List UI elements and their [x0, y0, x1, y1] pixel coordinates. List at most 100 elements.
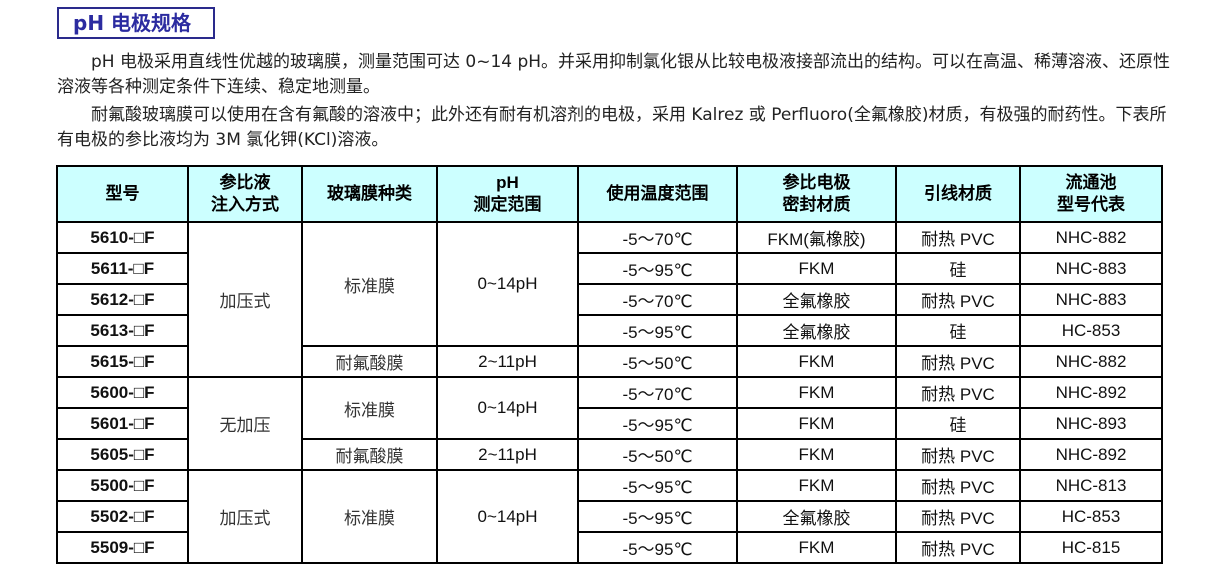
column-header-text: 注入方式: [211, 195, 279, 214]
ph-range-cell: 0~14pH: [436, 376, 579, 440]
seal-material-cell: FKM: [736, 376, 897, 409]
seal-material-cell: FKM: [736, 531, 897, 564]
temperature-range-cell: -5～70℃: [577, 376, 738, 409]
seal-material-cell: 全氟橡胶: [736, 283, 897, 316]
temperature-range-cell: -5～95℃: [577, 252, 738, 285]
table-row: 5601-□F -5～95℃ FKM 硅 NHC-893: [56, 407, 1163, 440]
section-title: pH 电极规格: [57, 7, 215, 39]
lead-material-cell: 耐热 PVC: [895, 500, 1021, 533]
column-header-text: 型号代表: [1057, 195, 1125, 214]
lead-material-cell: 耐热 PVC: [895, 283, 1021, 316]
model-cell: 5612-□F: [56, 283, 189, 316]
column-header-text: 型号: [105, 184, 140, 203]
model-cell: 5502-□F: [56, 500, 189, 533]
flow-cell-model-cell: HC-853: [1019, 314, 1163, 347]
intro-paragraph-1: pH 电极采用直线性优越的玻璃膜，测量范围可达 0~14 pH。并采用抑制氯化银…: [57, 52, 1171, 97]
column-header-text: 参比液: [219, 173, 271, 192]
ph-range-cell: 2~11pH: [436, 345, 579, 378]
membrane-type-cell: 标准膜: [301, 376, 438, 440]
ph-range-cell: 0~14pH: [436, 469, 579, 564]
lead-material-cell: 硅: [895, 407, 1021, 440]
column-header-text: 玻璃膜种类: [327, 184, 412, 203]
table-header-row: 型号 参比液 注入方式 玻璃膜种类 pH 测定范围 使用温度范围 参比电极 密封材质 引线材质 流通…: [56, 165, 1163, 223]
seal-material-cell: FKM: [736, 438, 897, 471]
column-header-text: 流通池: [1065, 173, 1117, 192]
seal-material-cell: FKM(氟橡胶): [736, 221, 897, 254]
temperature-range-cell: -5～95℃: [577, 314, 738, 347]
model-cell: 5615-□F: [56, 345, 189, 378]
intro-paragraph-2: 耐氟酸玻璃膜可以使用在含有氟酸的溶液中；此外还有耐有机溶剂的电极，采用 Kalr…: [57, 105, 1167, 150]
column-header: 参比液 注入方式: [187, 165, 303, 223]
membrane-type-cell: 耐氟酸膜: [301, 345, 438, 378]
model-cell: 5601-□F: [56, 407, 189, 440]
seal-material-cell: 全氟橡胶: [736, 314, 897, 347]
lead-material-cell: 硅: [895, 314, 1021, 347]
model-cell: 5605-□F: [56, 438, 189, 471]
column-header: 参比电极 密封材质: [736, 165, 897, 223]
flow-cell-model-cell: NHC-813: [1019, 469, 1163, 502]
injection-method-cell: 加压式: [187, 469, 303, 564]
membrane-type-cell: 标准膜: [301, 221, 438, 347]
flow-cell-model-cell: NHC-882: [1019, 221, 1163, 254]
lead-material-cell: 耐热 PVC: [895, 438, 1021, 471]
flow-cell-model-cell: HC-853: [1019, 500, 1163, 533]
column-header: 使用温度范围: [577, 165, 738, 223]
injection-method-cell: 加压式: [187, 221, 303, 378]
column-header: 玻璃膜种类: [301, 165, 438, 223]
temperature-range-cell: -5～50℃: [577, 438, 738, 471]
flow-cell-model-cell: NHC-892: [1019, 376, 1163, 409]
column-header-text: pH: [496, 173, 519, 192]
column-header-text: 参比电极: [782, 173, 851, 192]
column-header: 型号: [56, 165, 189, 223]
table-row: 5612-□F -5～70℃ 全氟橡胶 耐热 PVC NHC-883: [56, 283, 1163, 316]
temperature-range-cell: -5～95℃: [577, 469, 738, 502]
table-row: 5500-□F 加压式 标准膜 0~14pH -5～95℃ FKM 耐热 PVC NHC-81…: [56, 469, 1163, 564]
model-cell: 5509-□F: [56, 531, 189, 564]
injection-method-cell: 无加压: [187, 376, 303, 471]
temperature-range-cell: -5～50℃: [577, 345, 738, 378]
table-row: 5502-□F -5～95℃ 全氟橡胶 耐热 PVC HC-853: [56, 500, 1163, 533]
table-row: 5615-□F 耐氟酸膜 2~11pH -5～50℃ FKM 耐热 PVC NHC-882: [56, 345, 1163, 378]
table-row: 5610-□F 加压式 标准膜 0~14pH -5～70℃ FKM(氟橡胶) 耐热 PVC N…: [56, 221, 1163, 378]
temperature-range-cell: -5～70℃: [577, 221, 738, 254]
ph-range-cell: 0~14pH: [436, 221, 579, 347]
lead-material-cell: 硅: [895, 252, 1021, 285]
model-cell: 5610-□F: [56, 221, 189, 254]
seal-material-cell: FKM: [736, 252, 897, 285]
table-row: 5509-□F -5～95℃ FKM 耐热 PVC HC-815: [56, 531, 1163, 564]
seal-material-cell: FKM: [736, 469, 897, 502]
seal-material-cell: FKM: [736, 407, 897, 440]
temperature-range-cell: -5～95℃: [577, 500, 738, 533]
flow-cell-model-cell: HC-815: [1019, 531, 1163, 564]
lead-material-cell: 耐热 PVC: [895, 469, 1021, 502]
flow-cell-model-cell: NHC-893: [1019, 407, 1163, 440]
lead-material-cell: 耐热 PVC: [895, 221, 1021, 254]
flow-cell-model-cell: NHC-883: [1019, 283, 1163, 316]
flow-cell-model-cell: NHC-882: [1019, 345, 1163, 378]
temperature-range-cell: -5～95℃: [577, 407, 738, 440]
membrane-type-cell: 标准膜: [301, 469, 438, 564]
table-row: 5613-□F -5～95℃ 全氟橡胶硅 HC-853: [56, 314, 1163, 347]
ph-range-cell: 2~11pH: [436, 438, 579, 471]
table-row: 5600-□F 无加压 标准膜 0~14pH -5～70℃ FKM 耐热 PVC NHC-89…: [56, 376, 1163, 471]
column-header: 流通池 型号代表: [1019, 165, 1163, 223]
membrane-type-cell: 耐氟酸膜: [301, 438, 438, 471]
column-header-text: 测定范围: [473, 195, 542, 214]
column-header-text: 使用温度范围: [606, 184, 709, 203]
column-header-text: 密封材质: [782, 195, 851, 214]
model-cell: 5500-□F: [56, 469, 189, 502]
temperature-range-cell: -5～95℃: [577, 531, 738, 564]
column-header: 引线材质: [895, 165, 1021, 223]
electrode-spec-table: 型号 参比液 注入方式 玻璃膜种类 pH 测定范围 使用温度范围 参比电极 密封材质 引线材质 流通…: [56, 165, 1163, 564]
seal-material-cell: FKM: [736, 345, 897, 378]
flow-cell-model-cell: NHC-892: [1019, 438, 1163, 471]
seal-material-cell: 全氟橡胶: [736, 500, 897, 533]
model-cell: 5611-□F: [56, 252, 189, 285]
table-row: 5611-□F -5～95℃ FKM 硅 NHC-883: [56, 252, 1163, 285]
model-cell: 5613-□F: [56, 314, 189, 347]
temperature-range-cell: -5～70℃: [577, 283, 738, 316]
lead-material-cell: 耐热 PVC: [895, 345, 1021, 378]
flow-cell-model-cell: NHC-883: [1019, 252, 1163, 285]
lead-material-cell: 耐热 PVC: [895, 376, 1021, 409]
column-header: pH 测定范围: [436, 165, 579, 223]
